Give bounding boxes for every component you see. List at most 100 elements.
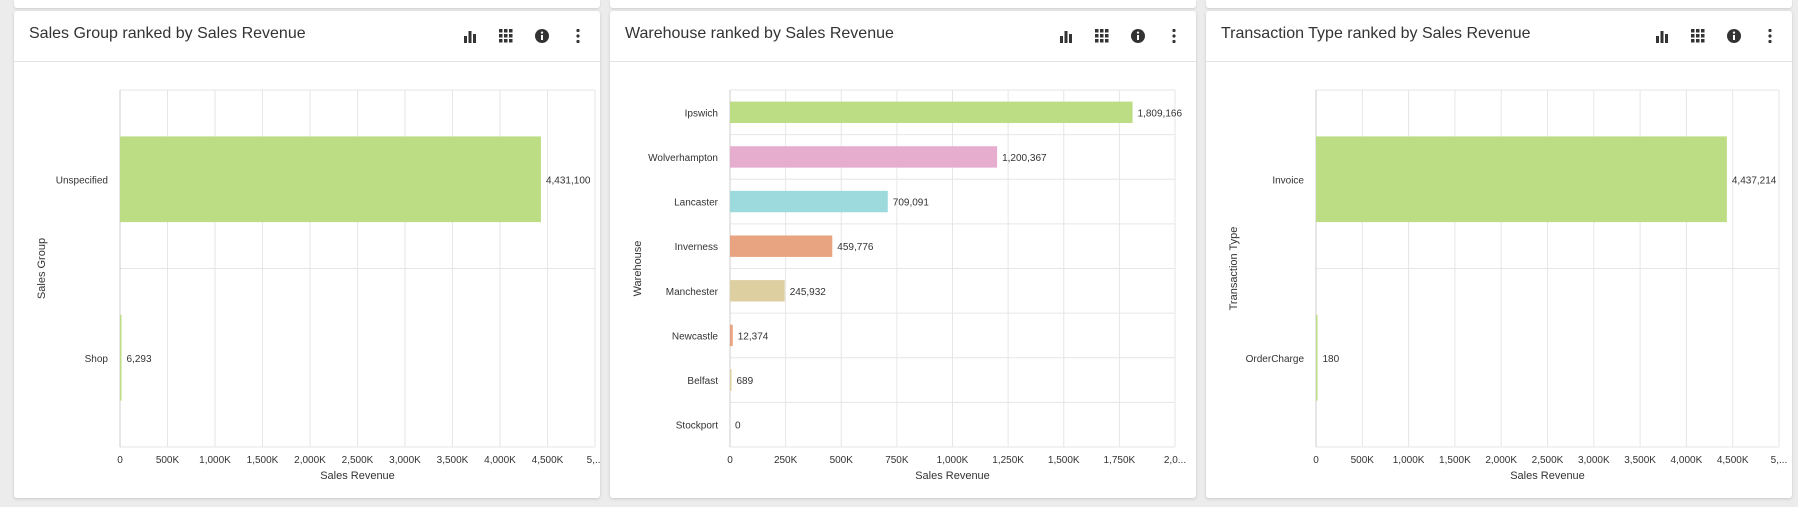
y-axis-title: Sales Group [36, 238, 48, 299]
bar [730, 190, 888, 213]
y-category-label: Lancaster [674, 198, 719, 209]
y-category-label: Inverness [675, 242, 718, 253]
bar-chart-icon[interactable] [458, 24, 482, 48]
top-strip-2 [610, 0, 1196, 8]
bar [730, 101, 1133, 124]
panel-toolbar [458, 24, 590, 48]
more-vertical-icon[interactable] [1162, 24, 1186, 48]
bar [1316, 136, 1727, 223]
x-axis-title: Sales Revenue [915, 470, 990, 482]
grid-icon[interactable] [494, 24, 518, 48]
data-label: 0 [735, 421, 741, 432]
x-tick-label: 3,500K [437, 455, 469, 466]
data-label: 689 [737, 376, 754, 387]
panel-title: Sales Group ranked by Sales Revenue [29, 25, 306, 42]
x-tick-label: 1,000K [199, 455, 231, 466]
panel-toolbar [1650, 24, 1782, 48]
data-label: 6,293 [127, 354, 152, 365]
bar-chart-icon[interactable] [1054, 24, 1078, 48]
data-label: 709,091 [893, 198, 930, 209]
x-tick-label: 2,500K [342, 455, 374, 466]
x-tick-label: 0 [727, 455, 733, 466]
more-vertical-icon[interactable] [1758, 24, 1782, 48]
x-tick-label: 2,000K [294, 455, 326, 466]
x-tick-label: 3,000K [1578, 455, 1610, 466]
y-axis-title: Transaction Type [1228, 227, 1240, 311]
bar [730, 280, 785, 302]
panel-header: Warehouse ranked by Sales Revenue [610, 11, 1196, 62]
grid-icon[interactable] [1686, 24, 1710, 48]
x-tick-label: 500K [156, 455, 180, 466]
x-tick-label: 2,000K [1485, 455, 1517, 466]
top-strip-1 [14, 0, 600, 8]
panel-header: Transaction Type ranked by Sales Revenue [1206, 11, 1792, 62]
x-tick-label: 4,000K [1671, 455, 1703, 466]
panel-header: Sales Group ranked by Sales Revenue [14, 11, 600, 62]
chart-panel-sales-group: Sales Group ranked by Sales Revenue 0 500… [14, 11, 600, 498]
x-tick-label: 1,500K [1439, 455, 1471, 466]
bar [730, 369, 732, 391]
panel-title: Transaction Type ranked by Sales Revenue [1221, 25, 1531, 42]
chart-panel-warehouse: Warehouse ranked by Sales Revenue 0 250K 5… [610, 11, 1196, 498]
x-tick-label: 3,000K [389, 455, 421, 466]
y-category-label: Manchester [666, 287, 719, 298]
x-tick-label: 1,500K [1048, 455, 1080, 466]
bar [120, 314, 122, 401]
y-category-label: Wolverhampton [648, 153, 718, 164]
bar [120, 136, 541, 223]
y-category-label: OrderCharge [1246, 354, 1305, 365]
x-tick-label: 5,... [587, 455, 600, 466]
bar-chart-transaction-type: 0 500K 1,000K 1,500K 2,000K 2,500K 3,000K 3,500… [1228, 89, 1788, 482]
data-label: 1,200,367 [1002, 153, 1047, 164]
x-tick-label: 1,750K [1104, 455, 1136, 466]
y-category-label: Stockport [676, 421, 718, 432]
data-label: 12,374 [738, 331, 769, 342]
x-tick-label: 4,500K [532, 455, 564, 466]
x-tick-label: 1,250K [992, 455, 1024, 466]
bar [1316, 314, 1318, 401]
panel-title: Warehouse ranked by Sales Revenue [625, 25, 894, 42]
y-category-label: Unspecified [56, 175, 108, 186]
bar [730, 146, 998, 168]
chart-panel-transaction-type: Transaction Type ranked by Sales Revenue… [1206, 11, 1792, 498]
bar-chart-sales-group: 0 500K 1,000K 1,500K 2,000K 2,500K 3,000K 3,500… [36, 89, 600, 482]
data-label: 459,776 [837, 242, 874, 253]
panel-toolbar [1054, 24, 1186, 48]
info-icon[interactable] [530, 24, 554, 48]
x-tick-label: 3,500K [1624, 455, 1656, 466]
x-tick-label: 500K [830, 455, 854, 466]
data-label: 4,437,214 [1732, 175, 1777, 186]
x-axis-title: Sales Revenue [1510, 470, 1585, 482]
grid-icon[interactable] [1090, 24, 1114, 48]
y-category-label: Belfast [687, 376, 718, 387]
x-tick-label: 1,000K [937, 455, 969, 466]
x-tick-label: 750K [885, 455, 909, 466]
x-tick-label: 2,0... [1164, 455, 1186, 466]
x-tick-label: 2,500K [1532, 455, 1564, 466]
bar [730, 235, 833, 257]
x-tick-label: 1,000K [1393, 455, 1425, 466]
data-label: 4,431,100 [546, 175, 591, 186]
x-tick-label: 1,500K [247, 455, 279, 466]
y-category-label: Newcastle [672, 331, 719, 342]
y-axis-title: Warehouse [632, 241, 644, 297]
y-category-label: Ipswich [685, 108, 718, 119]
more-vertical-icon[interactable] [566, 24, 590, 48]
x-axis-title: Sales Revenue [320, 470, 395, 482]
x-tick-label: 4,000K [484, 455, 516, 466]
info-icon[interactable] [1126, 24, 1150, 48]
x-tick-label: 500K [1351, 455, 1375, 466]
bar-chart-icon[interactable] [1650, 24, 1674, 48]
top-strip-3 [1206, 0, 1792, 8]
x-tick-label: 0 [117, 455, 123, 466]
x-tick-label: 5,... [1771, 455, 1788, 466]
x-tick-label: 250K [774, 455, 798, 466]
data-label: 180 [1323, 354, 1340, 365]
x-tick-label: 4,500K [1717, 455, 1749, 466]
y-category-label: Invoice [1272, 175, 1304, 186]
y-category-label: Shop [85, 354, 109, 365]
info-icon[interactable] [1722, 24, 1746, 48]
x-tick-label: 0 [1313, 455, 1319, 466]
bar [730, 324, 733, 347]
data-label: 1,809,166 [1138, 108, 1183, 119]
